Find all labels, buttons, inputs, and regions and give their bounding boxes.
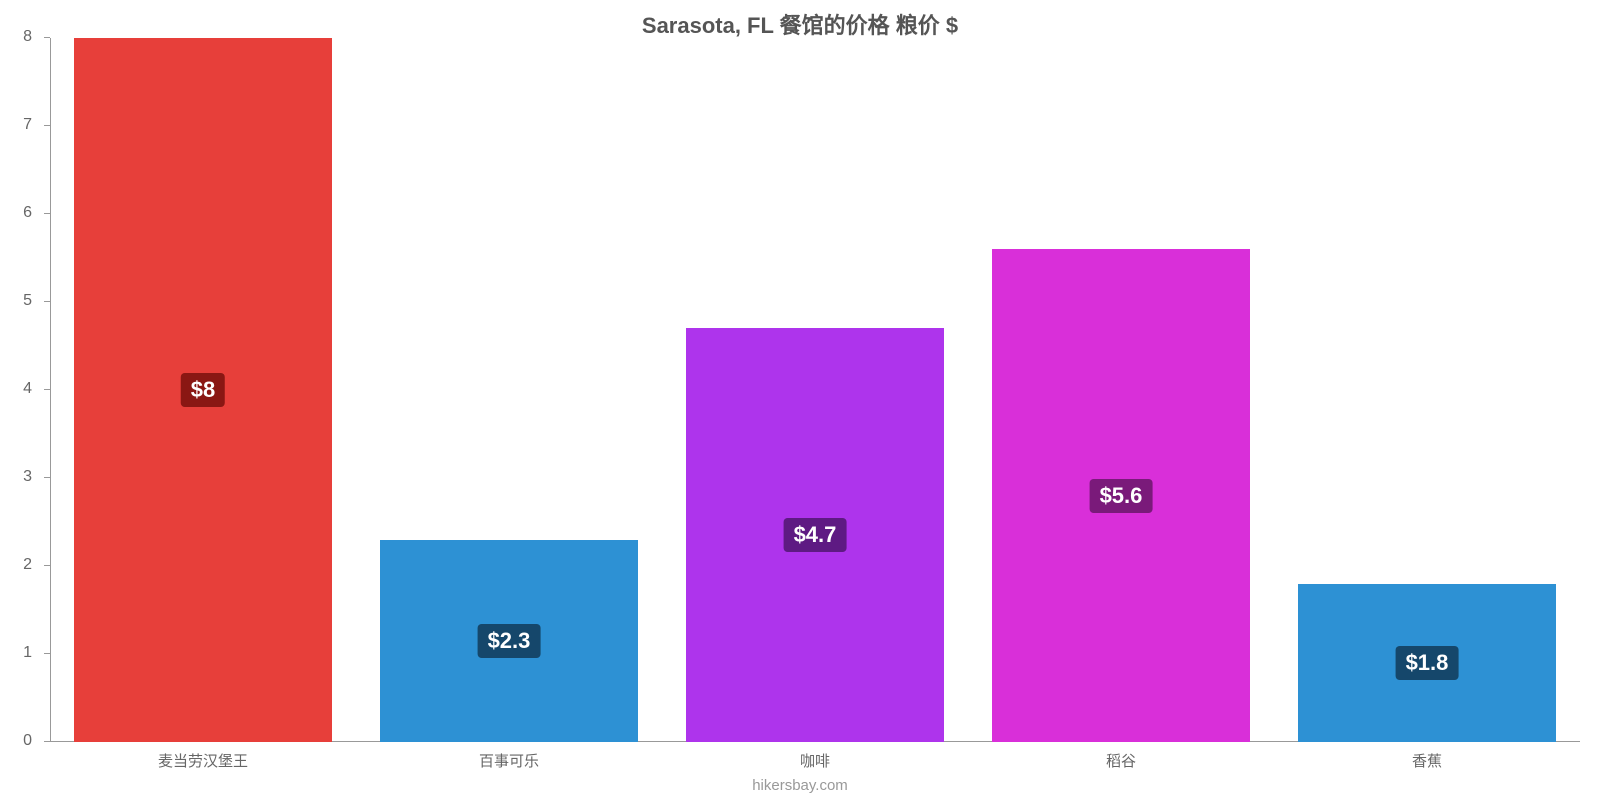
chart-container: Sarasota, FL 餐馆的价格 粮价 $ $8 $2.3 $4.7 $5.6 $1… bbox=[0, 0, 1600, 800]
y-tick-label: 8 bbox=[23, 28, 44, 46]
y-tick-label: 3 bbox=[23, 468, 44, 486]
bar-value-label: $5.6 bbox=[1090, 479, 1153, 513]
x-category-label: 稻谷 bbox=[1106, 754, 1136, 764]
y-tick: 0 bbox=[44, 741, 50, 742]
bar: $5.6 bbox=[992, 249, 1249, 742]
y-tick-label: 5 bbox=[23, 292, 44, 310]
y-tick: 3 bbox=[44, 477, 50, 478]
y-tick: 2 bbox=[44, 565, 50, 566]
bar-value-label: $2.3 bbox=[478, 624, 541, 658]
bar-value-label: $1.8 bbox=[1396, 646, 1459, 680]
y-tick: 4 bbox=[44, 389, 50, 390]
y-tick: 5 bbox=[44, 301, 50, 302]
bar: $1.8 bbox=[1298, 584, 1555, 742]
y-tick-label: 7 bbox=[23, 116, 44, 134]
bar-value-label: $8 bbox=[181, 373, 225, 407]
y-tick: 6 bbox=[44, 213, 50, 214]
chart-title: Sarasota, FL 餐馆的价格 粮价 $ bbox=[0, 8, 1600, 40]
bar: $8 bbox=[74, 38, 331, 742]
x-category-label: 麦当劳汉堡王 bbox=[158, 754, 248, 764]
y-tick: 7 bbox=[44, 125, 50, 126]
bar: $4.7 bbox=[686, 328, 943, 742]
bar: $2.3 bbox=[380, 540, 637, 742]
x-category-label: 百事可乐 bbox=[479, 754, 539, 764]
plot-area: $8$2.3$4.7$5.6$1.8 012345678麦当劳汉堡王百事可乐咖啡… bbox=[50, 38, 1580, 750]
y-tick-label: 1 bbox=[23, 644, 44, 662]
x-category-label: 香蕉 bbox=[1412, 754, 1442, 764]
y-tick-label: 6 bbox=[23, 204, 44, 222]
bars-group: $8 $2.3 $4.7 $5.6 $1.8 bbox=[50, 38, 1580, 742]
y-tick-label: 2 bbox=[23, 556, 44, 574]
x-category-label: 咖啡 bbox=[800, 754, 830, 764]
y-tick: 8 bbox=[44, 37, 50, 38]
bar-value-label: $4.7 bbox=[784, 518, 847, 552]
y-tick-label: 0 bbox=[23, 732, 44, 750]
y-tick: 1 bbox=[44, 653, 50, 654]
credit-text: hikersbay.com bbox=[0, 777, 1600, 794]
y-tick-label: 4 bbox=[23, 380, 44, 398]
